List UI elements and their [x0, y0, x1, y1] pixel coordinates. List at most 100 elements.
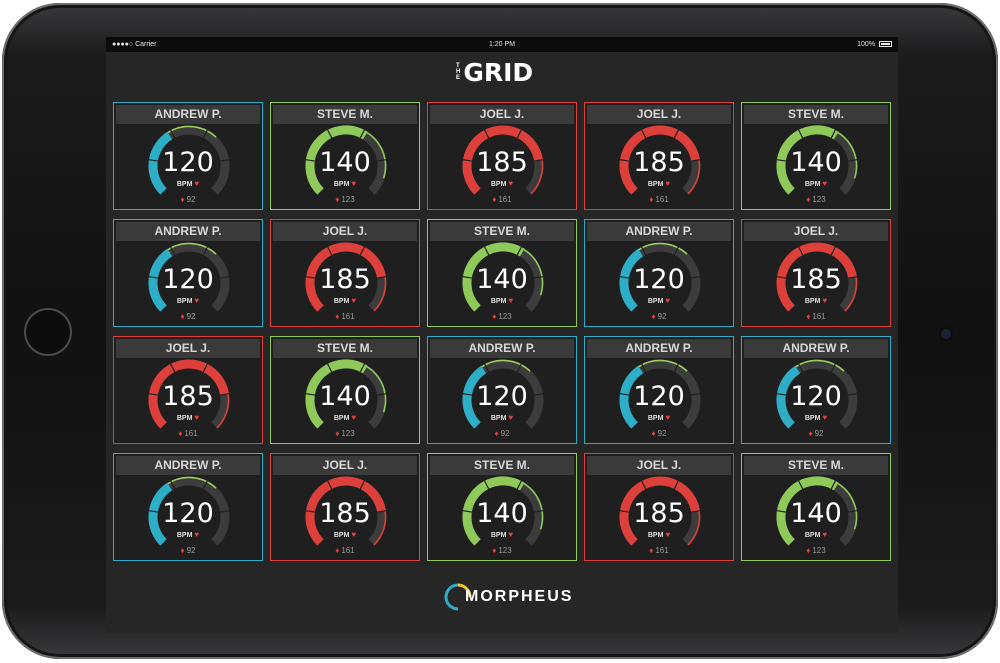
gauge-segment-divider [220, 276, 230, 279]
participant-tile[interactable]: JOEL J. 185 BPM ♥ ♦ 161 [113, 336, 263, 444]
gauge-segment-divider [776, 393, 786, 396]
bpm-text: BPM [333, 181, 350, 188]
calories-label: ♦ 92 [742, 429, 890, 438]
heart-rate-gauge [462, 125, 544, 195]
gauge-segment-divider [305, 510, 315, 513]
carrier-label: ●●●●○ Carrier [112, 41, 157, 48]
calories-label: ♦ 123 [271, 195, 419, 204]
gauge-target-band [687, 159, 701, 195]
bpm-text: BPM [804, 532, 821, 539]
gauge-segment-divider [484, 129, 490, 139]
heart-icon: ♥ [194, 296, 200, 305]
heart-icon: ♥ [822, 530, 828, 539]
participant-tile[interactable]: STEVE M. 140 BPM ♥ ♦ 123 [270, 102, 420, 210]
participant-tile[interactable]: ANDREW P. 120 BPM ♥ ♦ 92 [584, 336, 734, 444]
gauge-fill [148, 131, 173, 195]
gauge-segment-divider [148, 510, 158, 513]
participant-name: ANDREW P. [744, 339, 888, 358]
calories-label: ♦ 161 [742, 312, 890, 321]
participant-name: JOEL J. [273, 456, 417, 475]
bpm-unit-label: BPM ♥ [742, 296, 890, 305]
gauge-segment-divider [673, 246, 679, 256]
participant-tile[interactable]: JOEL J. 185 BPM ♥ ♦ 161 [584, 102, 734, 210]
heart-rate-gauge [305, 476, 387, 546]
calories-value: 123 [341, 429, 355, 438]
app-footer: MORPHEUS [106, 577, 898, 617]
participant-name: ANDREW P. [430, 339, 574, 358]
heart-icon: ♥ [665, 413, 671, 422]
participant-tile[interactable]: JOEL J. 185 BPM ♥ ♦ 161 [584, 453, 734, 561]
gauge-segment-divider [202, 363, 208, 373]
participant-tile[interactable]: ANDREW P. 120 BPM ♥ ♦ 92 [113, 102, 263, 210]
gauge-segment-divider [170, 246, 176, 256]
heart-rate-value: 140 [790, 498, 842, 529]
flame-icon: ♦ [335, 195, 340, 204]
heart-icon: ♥ [665, 296, 671, 305]
gauge-segment-divider [798, 246, 804, 256]
participant-tile[interactable]: STEVE M. 140 BPM ♥ ♦ 123 [741, 102, 891, 210]
participant-tile[interactable]: STEVE M. 140 BPM ♥ ♦ 123 [427, 453, 577, 561]
calories-value: 161 [341, 312, 355, 321]
calories-value: 92 [657, 429, 667, 438]
participant-tile[interactable]: ANDREW P. 120 BPM ♥ ♦ 92 [113, 453, 263, 561]
participant-tile[interactable]: ANDREW P. 120 BPM ♥ ♦ 92 [113, 219, 263, 327]
participant-tile[interactable]: STEVE M. 140 BPM ♥ ♦ 123 [427, 219, 577, 327]
home-button[interactable] [24, 308, 72, 356]
gauge-segment-divider [462, 159, 472, 162]
heart-rate-gauge [776, 476, 858, 546]
participant-tile[interactable]: ANDREW P. 120 BPM ♥ ♦ 92 [741, 336, 891, 444]
gauge-segment-divider [673, 129, 679, 139]
participant-tile[interactable]: JOEL J. 185 BPM ♥ ♦ 161 [270, 453, 420, 561]
gauge-segment-divider [462, 276, 472, 279]
gauge-target-band [167, 242, 217, 255]
bpm-text: BPM [490, 181, 507, 188]
heart-icon: ♥ [194, 413, 200, 422]
participant-tile[interactable]: STEVE M. 140 BPM ♥ ♦ 123 [741, 453, 891, 561]
gauge-segment-divider [673, 363, 679, 373]
bpm-text: BPM [333, 298, 350, 305]
gauge-segment-divider [202, 129, 208, 139]
participant-name: STEVE M. [273, 105, 417, 124]
participant-tile[interactable]: ANDREW P. 120 BPM ♥ ♦ 92 [584, 219, 734, 327]
gauge-segment-divider [691, 510, 701, 513]
bpm-unit-label: BPM ♥ [585, 530, 733, 539]
participant-name: STEVE M. [273, 339, 417, 358]
participant-tile[interactable]: JOEL J. 185 BPM ♥ ♦ 161 [427, 102, 577, 210]
bpm-unit-label: BPM ♥ [742, 179, 890, 188]
flame-icon: ♦ [808, 429, 813, 438]
gauge-segment-divider [462, 510, 472, 513]
heart-rate-value: 185 [162, 381, 214, 412]
participant-name: ANDREW P. [116, 456, 260, 475]
gauge-segment-divider [327, 480, 333, 490]
bpm-unit-label: BPM ♥ [742, 530, 890, 539]
battery-percent: 100% [857, 41, 876, 48]
calories-value: 123 [812, 546, 826, 555]
gauge-segment-divider [305, 276, 315, 279]
participant-tile[interactable]: JOEL J. 185 BPM ♥ ♦ 161 [270, 219, 420, 327]
participant-tile[interactable]: STEVE M. 140 BPM ♥ ♦ 123 [270, 336, 420, 444]
gauge-segment-divider [534, 159, 544, 162]
gauge-target-band [366, 131, 387, 179]
gauge-target-band [837, 131, 858, 179]
gauge-segment-divider [619, 159, 629, 162]
gauge-target-band [638, 359, 688, 372]
heart-rate-value: 185 [633, 147, 685, 178]
gauge-target-band [373, 510, 387, 546]
gauge-target-band [366, 365, 387, 413]
gauge-target-band [216, 393, 230, 429]
gauge-fill [776, 365, 801, 429]
participant-tile[interactable]: ANDREW P. 120 BPM ♥ ♦ 92 [427, 336, 577, 444]
heart-icon: ♥ [351, 179, 357, 188]
heart-icon: ♥ [508, 413, 514, 422]
participant-tile[interactable]: JOEL J. 185 BPM ♥ ♦ 161 [741, 219, 891, 327]
gauge-segment-divider [359, 246, 365, 256]
flame-icon: ♦ [651, 312, 656, 321]
gauge-segment-divider [848, 510, 858, 513]
gauge-target-band [523, 482, 544, 530]
bpm-unit-label: BPM ♥ [585, 296, 733, 305]
calories-label: ♦ 92 [114, 195, 262, 204]
gauge-segment-divider [848, 276, 858, 279]
calories-label: ♦ 161 [585, 546, 733, 555]
gauge-segment-divider [776, 159, 786, 162]
